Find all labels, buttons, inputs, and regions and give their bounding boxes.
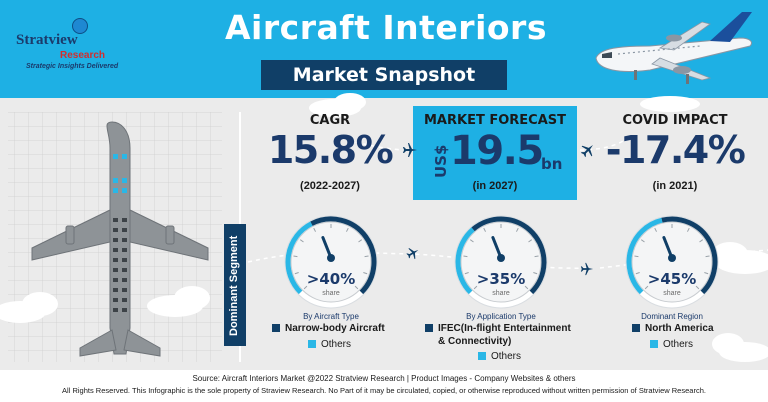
covid-label: COVID IMPACT	[622, 113, 728, 128]
rights-note: All Rights Reserved. This Infographic is…	[62, 386, 706, 395]
gauge-1-hub	[327, 254, 335, 262]
forecast-label: MARKET FORECAST	[423, 113, 566, 128]
gauge-1-tick	[354, 285, 359, 290]
gauge-3-share: share	[663, 290, 681, 297]
gauge-2-tick	[534, 255, 539, 258]
gauge-1-tick	[303, 285, 308, 290]
cagr-label: CAGR	[309, 113, 351, 128]
gauge-3-tick	[705, 255, 710, 258]
globe-icon	[72, 18, 88, 34]
brand-sub: Research	[60, 50, 106, 61]
gauge-1-tick	[363, 272, 368, 275]
gauge-1-tick	[299, 239, 304, 243]
gauge-1-tick	[294, 272, 299, 275]
gauge-2-caption: By Application Type	[466, 312, 536, 321]
gauge-2-share: share	[492, 290, 510, 297]
gauge-2-hub	[497, 254, 505, 262]
gauge-3-value: >45%	[647, 270, 697, 288]
gauge-2-tick	[469, 239, 474, 243]
gauge-3-tick	[695, 285, 700, 290]
gauge-2-tick	[528, 239, 533, 243]
gauge-2-tick	[463, 255, 468, 258]
small-plane-icon	[580, 145, 593, 158]
gauge-1-tick	[358, 239, 363, 243]
cloud-icon	[0, 292, 58, 323]
forecast-highlight	[413, 106, 577, 200]
brand-tagline: Strategic Insights Delivered	[26, 63, 119, 70]
cloud-icon	[712, 333, 768, 362]
gauge-2-tick	[483, 227, 487, 232]
gauge-3-tick	[704, 272, 709, 275]
cloud-icon	[640, 96, 700, 112]
page-title: Aircraft Interiors	[225, 8, 547, 47]
gauge-3-tick	[699, 239, 704, 243]
cloud-icon	[147, 286, 210, 317]
gauge-3-rest-arc	[661, 216, 718, 295]
gauge-3-tick	[644, 285, 649, 290]
gauge-3-tick	[640, 239, 645, 243]
gauge-3-lead: North America	[632, 323, 714, 334]
gauge-2-tick	[473, 285, 478, 290]
gauge-1-tick	[313, 227, 317, 232]
gauge-3-hub	[668, 254, 676, 262]
gauge-3-others: Others	[650, 339, 693, 350]
gauge-3-tick	[654, 227, 658, 232]
forecast-period: (in 2027)	[472, 180, 518, 192]
cagr-value: 15.8%	[267, 128, 394, 172]
gauge-1-tick	[345, 227, 349, 232]
small-plane-icon	[406, 248, 419, 260]
gauge-1-level-arc	[285, 221, 313, 295]
small-plane-icon	[580, 262, 594, 276]
gauge-2-lead-line2: & Connectivity)	[438, 336, 512, 347]
gauge-3-tick	[635, 272, 640, 275]
gauge-1-share: share	[322, 290, 340, 297]
gauge-1-caption: By Aircraft Type	[303, 312, 359, 321]
cloud-icon	[309, 93, 366, 117]
gauge-2-value: >35%	[476, 270, 526, 288]
covid-value: -17.4%	[605, 128, 746, 172]
gauge-1-others: Others	[308, 339, 351, 350]
gauge-2-tick	[515, 227, 519, 232]
aircraft-floorplan-icon	[31, 121, 209, 357]
cagr-period: (2022-2027)	[300, 180, 360, 192]
airplane-icon	[595, 12, 753, 84]
gauge-2-level-arc	[455, 227, 475, 295]
gauge-1-tick	[364, 255, 369, 258]
forecast-value: 19.5	[450, 128, 544, 174]
forecast-unit: bn	[541, 155, 563, 173]
gauge-1-lead: Narrow-body Aircraft	[272, 323, 385, 334]
brand-name: Stratview	[16, 32, 78, 48]
gauge-3-caption: Dominant Region	[641, 312, 703, 321]
gauge-1-value: >40%	[306, 270, 356, 288]
gauge-3-tick	[686, 227, 690, 232]
brand-logo: Stratview Research Strategic Insights De…	[10, 12, 150, 72]
gauge-1-tick	[293, 255, 298, 258]
page-subtitle: Market Snapshot	[261, 60, 507, 90]
gauge-2-others: Others	[478, 351, 521, 362]
small-plane-icon	[403, 143, 417, 157]
gauge-3-level-arc	[626, 217, 663, 295]
gauge-1-rest-arc	[310, 216, 377, 295]
covid-period: (in 2021)	[652, 180, 698, 192]
gauge-2-lead: IFEC(In-flight Entertainment	[425, 323, 571, 334]
gauge-2-tick	[464, 272, 469, 275]
gauge-2-tick	[524, 285, 529, 290]
gauge-3-tick	[634, 255, 639, 258]
footer-band	[0, 370, 768, 402]
source-note: Source: Aircraft Interiors Market @2022 …	[192, 374, 576, 383]
gauge-2-tick	[533, 272, 538, 275]
dominant-segment-tag: Dominant Segment	[224, 224, 246, 346]
gauge-2-rest-arc	[471, 216, 547, 295]
